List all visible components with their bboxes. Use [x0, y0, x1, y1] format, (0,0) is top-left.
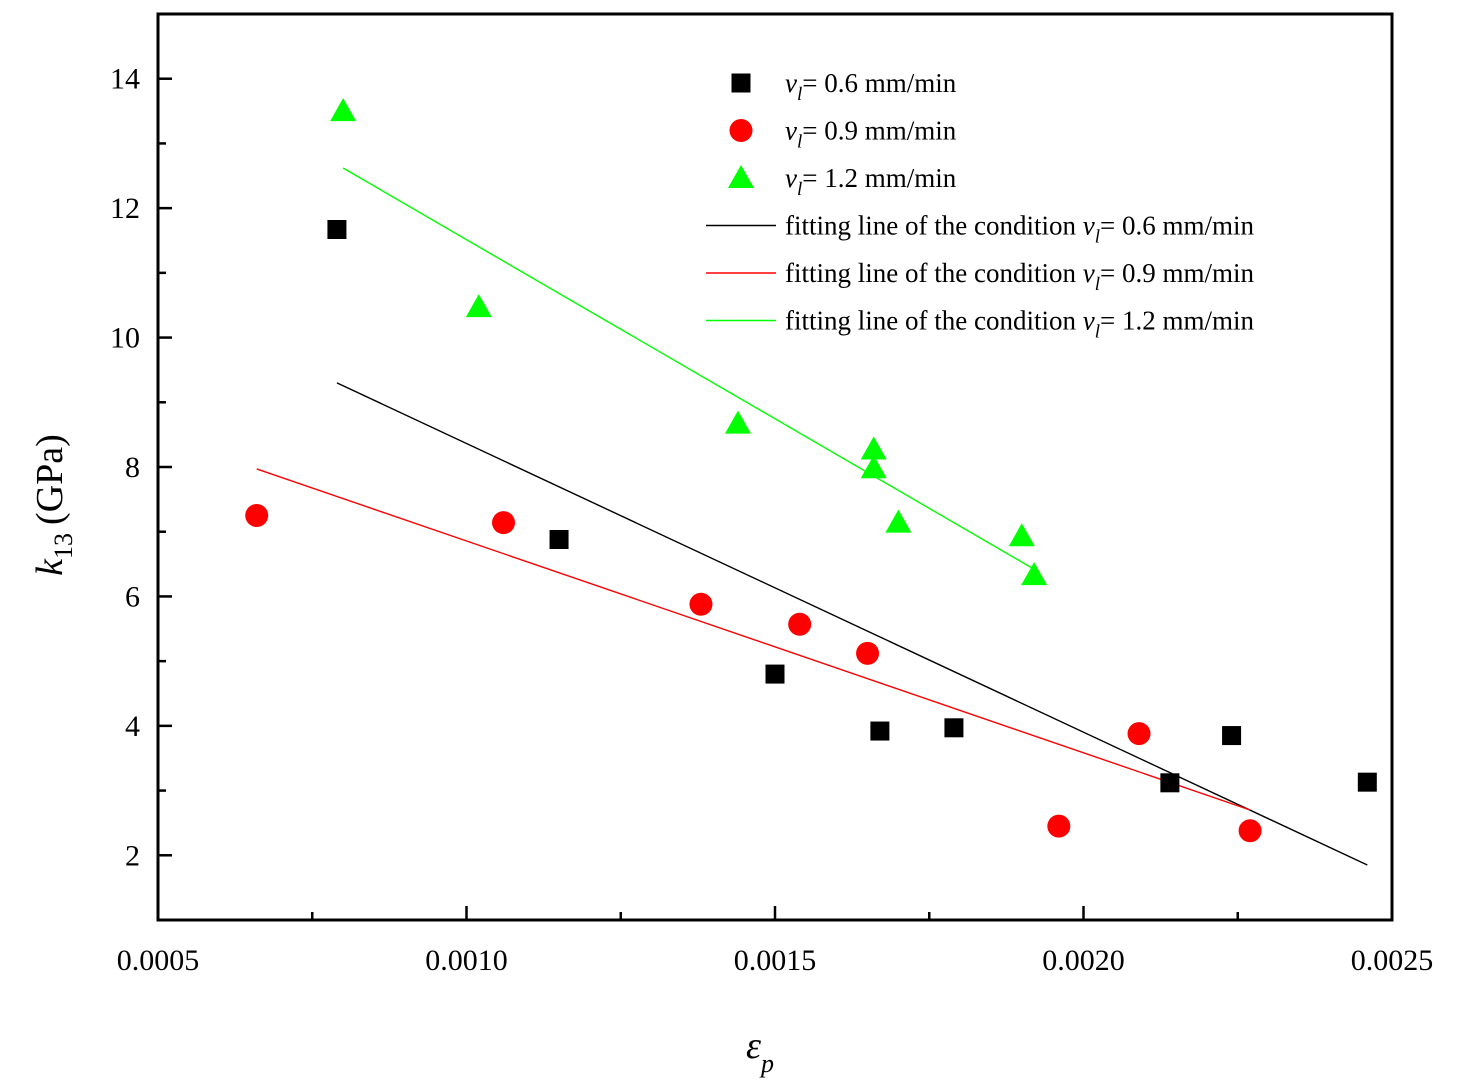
x-tick-label: 0.0010 — [425, 944, 508, 977]
data-point-circle — [492, 511, 516, 535]
data-point-triangle — [860, 455, 887, 479]
legend-label: fitting line of the condition vl= 0.9 mm… — [785, 258, 1254, 295]
data-point-square — [765, 664, 785, 684]
data-point-circle — [245, 504, 269, 528]
data-point-square — [327, 219, 347, 239]
data-point-square — [1160, 773, 1180, 793]
data-point-circle — [1047, 814, 1071, 838]
data-point-triangle — [1021, 562, 1048, 586]
x-axis: 0.0005 0.0010 0.0015 0.0020 0.0025 — [117, 906, 1434, 977]
y-tick-label: 4 — [125, 710, 140, 743]
data-point-square — [549, 529, 569, 549]
data-point-triangle — [465, 294, 492, 318]
data-point-triangle — [1008, 523, 1035, 547]
data-point-square — [870, 721, 890, 741]
x-tick-label: 0.0015 — [734, 944, 817, 977]
y-tick-label: 6 — [125, 580, 140, 613]
y-axis-title-subscript: 13 — [49, 533, 78, 559]
data-point-circle — [788, 612, 812, 636]
data-point-triangle — [724, 410, 751, 434]
legend-label: vl= 0.6 mm/min — [785, 68, 957, 105]
data-point-square — [944, 718, 964, 738]
data-point-triangle — [885, 509, 912, 533]
y-axis-title-symbol: k — [29, 558, 71, 576]
fit-line-1 — [256, 468, 1251, 811]
data-point-triangle — [860, 436, 887, 460]
y-axis: 2 4 6 8 10 12 14 — [110, 63, 172, 872]
legend-marker-triangle — [728, 165, 754, 188]
data-point-triangle — [330, 98, 357, 122]
x-axis-title-symbol: ε — [746, 1025, 761, 1067]
legend-marker-circle — [729, 119, 753, 142]
legend-label: vl= 0.9 mm/min — [785, 116, 957, 153]
data-points — [245, 98, 1377, 843]
legend-marker-square — [731, 73, 751, 93]
y-tick-label: 8 — [125, 451, 140, 484]
data-point-circle — [856, 641, 880, 665]
plot-frame — [156, 12, 1394, 922]
data-point-circle — [689, 592, 713, 616]
legend-label: vl= 1.2 mm/min — [785, 163, 957, 200]
y-axis-title-unit: (GPa) — [29, 434, 71, 525]
x-tick-label: 0.0025 — [1351, 944, 1434, 977]
y-tick-label: 2 — [125, 839, 140, 872]
x-axis-title: εp — [746, 1025, 774, 1078]
data-point-circle — [1127, 722, 1151, 746]
y-tick-label: 14 — [110, 63, 140, 96]
x-tick-label: 0.0020 — [1042, 944, 1125, 977]
y-tick-label: 12 — [110, 192, 140, 225]
legend: vl= 0.6 mm/min vl= 0.9 mm/min vl= 1.2 mm/m… — [706, 68, 1254, 343]
x-axis-title-subscript: p — [759, 1049, 774, 1078]
legend-label: fitting line of the condition vl= 0.6 mm… — [785, 211, 1254, 248]
fit-line-2 — [342, 167, 1035, 570]
y-tick-label: 10 — [110, 322, 140, 355]
fit-line-0 — [336, 382, 1368, 866]
y-axis-title: k13 (GPa) — [29, 434, 78, 576]
data-point-square — [1357, 772, 1377, 792]
x-tick-label: 0.0005 — [117, 944, 200, 977]
fit-lines — [256, 167, 1368, 866]
legend-label: fitting line of the condition vl= 1.2 mm… — [785, 306, 1254, 343]
data-point-square — [1222, 726, 1242, 746]
data-point-circle — [1238, 819, 1262, 843]
